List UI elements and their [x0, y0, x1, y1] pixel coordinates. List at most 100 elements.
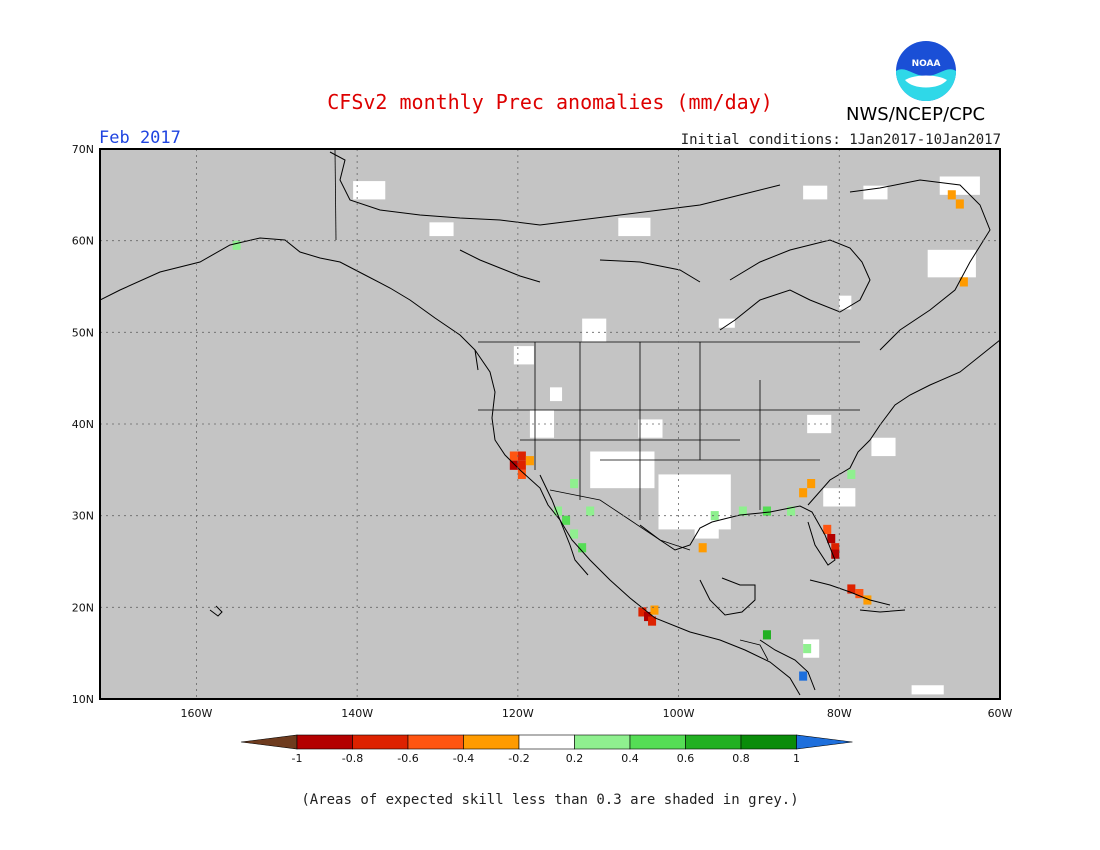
longitude-label: 120W [502, 707, 534, 720]
anomaly-cell [710, 511, 719, 521]
logo-text: NOAA [912, 59, 941, 69]
colorbar-tick-label: 0.4 [621, 752, 639, 765]
grid-lines [100, 149, 1000, 699]
near-zero-cell [839, 295, 852, 310]
longitude-label: 60W [988, 707, 1013, 720]
anomaly-cell [554, 506, 563, 516]
anomaly-cell [517, 469, 526, 479]
latitude-label: 10N [72, 693, 94, 706]
anomaly-cell [738, 506, 747, 516]
anomaly-cell [863, 595, 872, 605]
colorbar-segment [407, 734, 464, 750]
anomaly-cell [650, 605, 659, 615]
colorbar-tick-label: -1 [292, 752, 303, 765]
near-zero-cell [513, 346, 534, 365]
anomaly-cell [570, 479, 579, 489]
anomaly-cell [959, 277, 968, 287]
colorbar-segment [296, 734, 353, 750]
colorbar-segment [629, 734, 686, 750]
political-borders [334, 149, 860, 661]
anomaly-cell [638, 607, 647, 617]
latitude-label: 60N [72, 235, 94, 248]
near-zero-cell [638, 419, 663, 438]
colorbar-labels: -1 -0.8 -0.6 -0.4 -0.2 0.2 0.4 0.6 0.8 1 [292, 752, 800, 765]
near-zero-cell [550, 387, 563, 402]
latitude-label: 20N [72, 601, 94, 614]
anomaly-cell [803, 644, 812, 654]
colorbar-max-arrow [796, 734, 853, 750]
anomaly-cell [847, 584, 856, 594]
colorbar-segment [574, 734, 631, 750]
near-zero-cell [582, 318, 607, 342]
colorbar-tick-label: -0.8 [342, 752, 363, 765]
near-zero-cell [590, 451, 655, 489]
near-zero-cell [429, 222, 454, 237]
anomaly-cell [517, 451, 526, 461]
near-zero-cell [871, 437, 896, 457]
colorbar-tick-label: 1 [793, 752, 800, 765]
anomaly-cell [823, 524, 832, 534]
anomaly-cell [827, 534, 836, 544]
near-zero-cell [939, 176, 980, 195]
coastlines [100, 151, 1000, 696]
anomaly-cell [831, 549, 840, 559]
anomaly-cell [698, 543, 707, 553]
longitude-label: 100W [663, 707, 695, 720]
colorbar-min-arrow [240, 734, 298, 750]
anomaly-cell [578, 543, 587, 553]
anomaly-cell [762, 506, 771, 516]
anomaly-cell [232, 240, 241, 250]
colorbar-tick-label: 0.2 [566, 752, 584, 765]
colorbar-tick-label: -0.4 [453, 752, 474, 765]
colorbar-tick-label: 0.8 [732, 752, 750, 765]
anomaly-cell [807, 479, 816, 489]
forecast-month: Feb 2017 [99, 128, 181, 148]
anomaly-cell [831, 543, 840, 553]
anomaly-cell [947, 190, 956, 200]
latitude-label: 40N [72, 418, 94, 431]
longitude-label: 160W [180, 707, 212, 720]
colorbar-segment [352, 734, 409, 750]
latitude-label: 70N [72, 143, 94, 156]
near-zero-cell [807, 414, 832, 434]
anomaly-cell [762, 630, 771, 640]
anomaly-cell [847, 469, 856, 479]
anomaly-cell [570, 529, 579, 539]
near-zero-cell [658, 474, 731, 530]
latitude-labels: 70N 60N 50N 40N 30N 20N 10N [72, 143, 94, 706]
skill-footnote: (Areas of expected skill less than 0.3 a… [301, 792, 799, 808]
longitude-labels: 160W 140W 120W 100W 80W 60W [180, 707, 1012, 720]
colorbar [240, 734, 853, 750]
colorbar-tick-label: 0.6 [677, 752, 695, 765]
anomaly-cell [648, 616, 657, 626]
longitude-label: 140W [341, 707, 373, 720]
near-zero-cell [353, 181, 386, 200]
initial-conditions: Initial conditions: 1Jan2017-10Jan2017 [680, 132, 1001, 148]
anomaly-cell [509, 451, 518, 461]
anomaly-cell [509, 460, 518, 470]
colorbar-segment [685, 734, 742, 750]
colorbar-tick-label: -0.2 [508, 752, 529, 765]
anomaly-cell [855, 589, 864, 599]
anomaly-cell [955, 199, 964, 209]
near-zero-cell [911, 685, 944, 695]
near-zero-cell [718, 318, 735, 328]
anomaly-cell [586, 506, 595, 516]
longitude-label: 80W [827, 707, 852, 720]
colorbar-tick-label: -0.6 [397, 752, 418, 765]
near-zero-cell [927, 249, 976, 278]
anomaly-cell [799, 488, 808, 498]
colorbar-segment [740, 734, 797, 750]
latitude-label: 30N [72, 510, 94, 523]
anomaly-cell [562, 515, 571, 525]
anomaly-cell [517, 460, 526, 470]
chart-title: CFSv2 monthly Prec anomalies (mm/day) [327, 90, 773, 114]
near-zero-cell [618, 217, 651, 237]
map-frame [99, 148, 1001, 700]
anomaly-cell [799, 671, 808, 681]
anomaly-cell [787, 506, 796, 516]
noaa-logo: NOAA [896, 41, 956, 101]
colorbar-segment [463, 734, 520, 750]
agency-label: NWS/NCEP/CPC [846, 104, 986, 125]
